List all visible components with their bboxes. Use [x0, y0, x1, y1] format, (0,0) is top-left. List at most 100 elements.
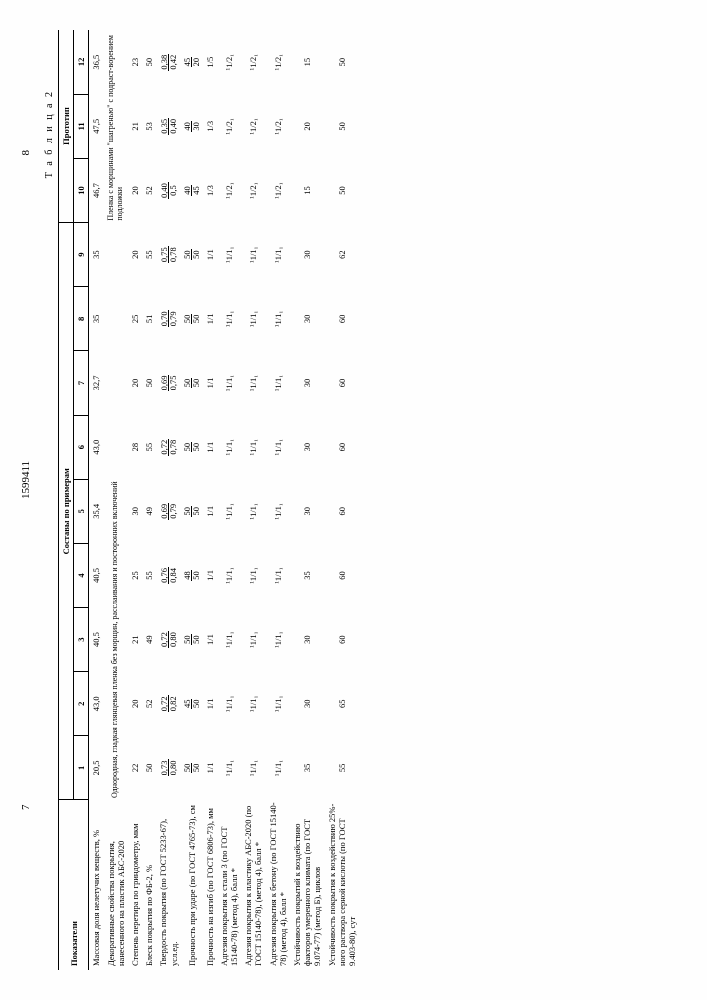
table-cell: 5050 — [181, 287, 203, 351]
table-cell: ¹1/1₁ — [217, 543, 241, 607]
table-cell: 60 — [325, 608, 360, 672]
table-cell: 30 — [290, 415, 325, 479]
table-cell: 4520 — [181, 30, 203, 94]
table-cell: 43,0 — [89, 415, 104, 479]
table-cell: 50 — [142, 351, 156, 415]
table-cell: 60 — [325, 415, 360, 479]
table-cell: 50 — [325, 30, 360, 94]
table-cell: ¹1/1₁ — [241, 479, 265, 543]
table-cell: 5050 — [181, 351, 203, 415]
table-cell: 30 — [290, 287, 325, 351]
table-cell: 65 — [325, 672, 360, 736]
table-cell: ¹1/1₁ — [241, 543, 265, 607]
table-cell: 0,720,82 — [156, 672, 180, 736]
table-cell: 49 — [142, 479, 156, 543]
table-cell: ¹1/1₁ — [241, 351, 265, 415]
table-cell: ¹1/1₁ — [266, 543, 290, 607]
col-1: 1 — [74, 736, 89, 800]
col-12: 12 — [74, 30, 89, 94]
data-table: Т а б л и ц а 2 Показатели Составы по пр… — [42, 30, 359, 970]
table-cell: 5050 — [181, 415, 203, 479]
header-proto: Прототип — [59, 30, 74, 223]
table-cell: ¹1/1₁ — [266, 287, 290, 351]
table-cell: 36,5 — [89, 30, 104, 94]
col-4: 4 — [74, 543, 89, 607]
table-cell: ¹1/1₁ — [217, 479, 241, 543]
table-cell: ¹1/2₁ — [217, 94, 241, 158]
row-label: Устойчивость покрытий к воздействию факт… — [290, 800, 325, 970]
table-cell: 53 — [142, 94, 156, 158]
table-cell: 1/1 — [203, 223, 217, 287]
table-cell: 23 — [128, 30, 142, 94]
col-6: 6 — [74, 415, 89, 479]
decor-proto: Пленка с морщинами "шагренью" с подраст-… — [104, 30, 128, 223]
table-cell: 1/1 — [203, 672, 217, 736]
table-cell: 21 — [128, 608, 142, 672]
table-cell: ¹1/2₁ — [217, 30, 241, 94]
col-8: 8 — [74, 287, 89, 351]
table-cell: 1/1 — [203, 736, 217, 800]
row-label: Степень перетира по гриндометру, мкм — [128, 800, 142, 970]
table-cell: 0,690,79 — [156, 479, 180, 543]
table-cell: 30 — [290, 223, 325, 287]
header-group: Составы по примерам — [59, 223, 74, 800]
table-cell: 15 — [290, 158, 325, 222]
doc-number: 1599411 — [20, 461, 32, 499]
table-cell: ¹1/1₁ — [266, 672, 290, 736]
table-cell: ¹1/1₁ — [266, 608, 290, 672]
table-cell: 20,5 — [89, 736, 104, 800]
table-cell: ¹1/2₁ — [217, 158, 241, 222]
row-label: Твердость покрытия (по ГОСТ 5233-67), ус… — [156, 800, 180, 970]
table-cell: 1/1 — [203, 351, 217, 415]
table-cell: 1/5 — [203, 30, 217, 94]
table-cell: 35 — [290, 736, 325, 800]
table-cell: 20 — [128, 351, 142, 415]
table-cell: ¹1/1₁ — [217, 415, 241, 479]
table-cell: 60 — [325, 543, 360, 607]
table-cell: 50 — [142, 30, 156, 94]
table-cell: ¹1/1₁ — [266, 415, 290, 479]
table-cell: 52 — [142, 672, 156, 736]
table-cell: 49 — [142, 608, 156, 672]
page-col-right: 8 — [20, 150, 32, 156]
table-cell: 60 — [325, 479, 360, 543]
table-cell: 5050 — [181, 736, 203, 800]
col-7: 7 — [74, 351, 89, 415]
table-cell: ¹1/1₁ — [266, 736, 290, 800]
table-cell: 5050 — [181, 223, 203, 287]
table-cell: 62 — [325, 223, 360, 287]
table-cell: 0,690,75 — [156, 351, 180, 415]
table-cell: 30 — [290, 608, 325, 672]
table-cell: 0,350,40 — [156, 94, 180, 158]
table-cell: 35 — [290, 543, 325, 607]
table-cell: 35 — [89, 287, 104, 351]
table-cell: 15 — [290, 30, 325, 94]
table-cell: 0,760,84 — [156, 543, 180, 607]
table-cell: 0,720,80 — [156, 608, 180, 672]
table-cell: 35 — [89, 223, 104, 287]
table-cell: 20 — [128, 672, 142, 736]
table-cell: 5050 — [181, 479, 203, 543]
table-cell: ¹1/1₁ — [266, 223, 290, 287]
table-cell: 0,730,80 — [156, 736, 180, 800]
row-label: Блеск покрытия по ФБ-2, % — [142, 800, 156, 970]
table-cell: ¹1/1₁ — [241, 736, 265, 800]
row-label: Устойчивость покрытия к воздействию 25%-… — [325, 800, 360, 970]
table-cell: 5050 — [181, 608, 203, 672]
table-cell: 0,700,79 — [156, 287, 180, 351]
table-cell: ¹1/1₁ — [241, 672, 265, 736]
table-cell: 50 — [142, 736, 156, 800]
table-cell: 0,750,78 — [156, 223, 180, 287]
table-cell: 0,400,5 — [156, 158, 180, 222]
decor-main: Однородная, гладкая глянцевая пленка без… — [104, 223, 128, 800]
table-cell: ¹1/1₁ — [266, 351, 290, 415]
row-label: Адгезия покрытия к бетону (по ГОСТ 15140… — [266, 800, 290, 970]
table-cell: ¹1/1₁ — [217, 223, 241, 287]
table-cell: ¹1/1₁ — [217, 287, 241, 351]
row-label: Прочность на изгиб (по ГОСТ 6806-73), мм — [203, 800, 217, 970]
table-cell: 20 — [290, 94, 325, 158]
table-cell: 1/1 — [203, 287, 217, 351]
table-cell: 32,7 — [89, 351, 104, 415]
col-5: 5 — [74, 479, 89, 543]
row-label: Адгезия покрытия к пластику АБС-2020 (по… — [241, 800, 265, 970]
